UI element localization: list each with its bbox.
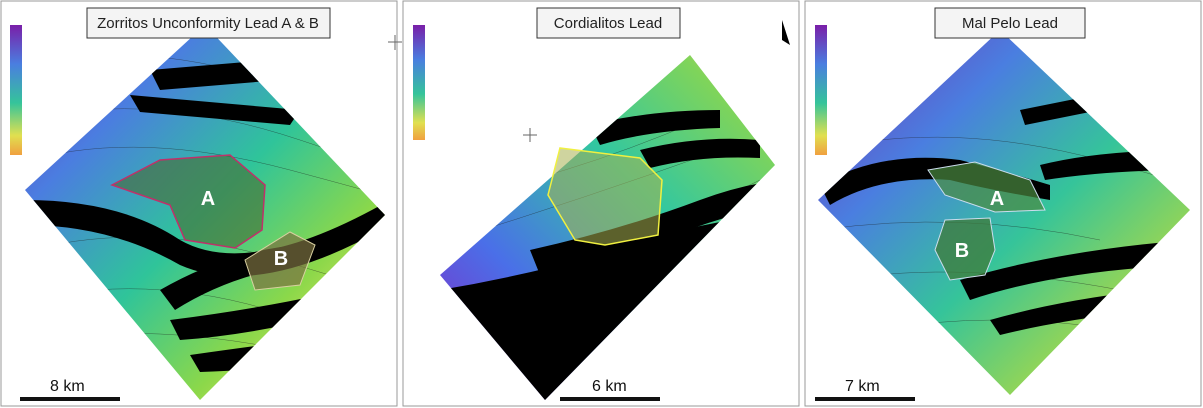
title-box [536,7,681,39]
color-legend [815,25,827,155]
lead-label: A [990,188,1004,210]
panel-title: Mal Pelo Lead [962,15,1058,32]
fault [130,95,300,125]
lead-polygon [110,154,266,249]
scale-label: 6 km [592,378,627,395]
lead-polygon [927,161,1046,213]
lead-polygon [547,147,663,246]
title-box [86,7,331,39]
north-arrow [782,20,790,45]
crosshair [388,35,402,50]
fault [590,110,720,145]
scale-bar [815,397,915,401]
scale-bar [560,397,660,401]
panel-title: Cordialitos Lead [554,15,662,32]
contour-line [29,146,385,203]
crosshair [523,128,537,142]
lead-polygon [934,217,996,281]
scale-label: 8 km [50,378,85,395]
title-box [934,7,1086,39]
fault [640,138,760,168]
color-legend [10,25,22,155]
lead-label: B [955,240,969,262]
scale-bar [20,397,120,401]
scale-label: 7 km [845,378,880,395]
fault [960,240,1190,300]
lead-polygon [244,231,316,291]
lead-label: B [274,248,288,270]
panel-title: Zorritos Unconformity Lead A & B [97,15,319,32]
color-legend [413,25,425,140]
fault [170,295,330,340]
lead-label: A [201,188,215,210]
